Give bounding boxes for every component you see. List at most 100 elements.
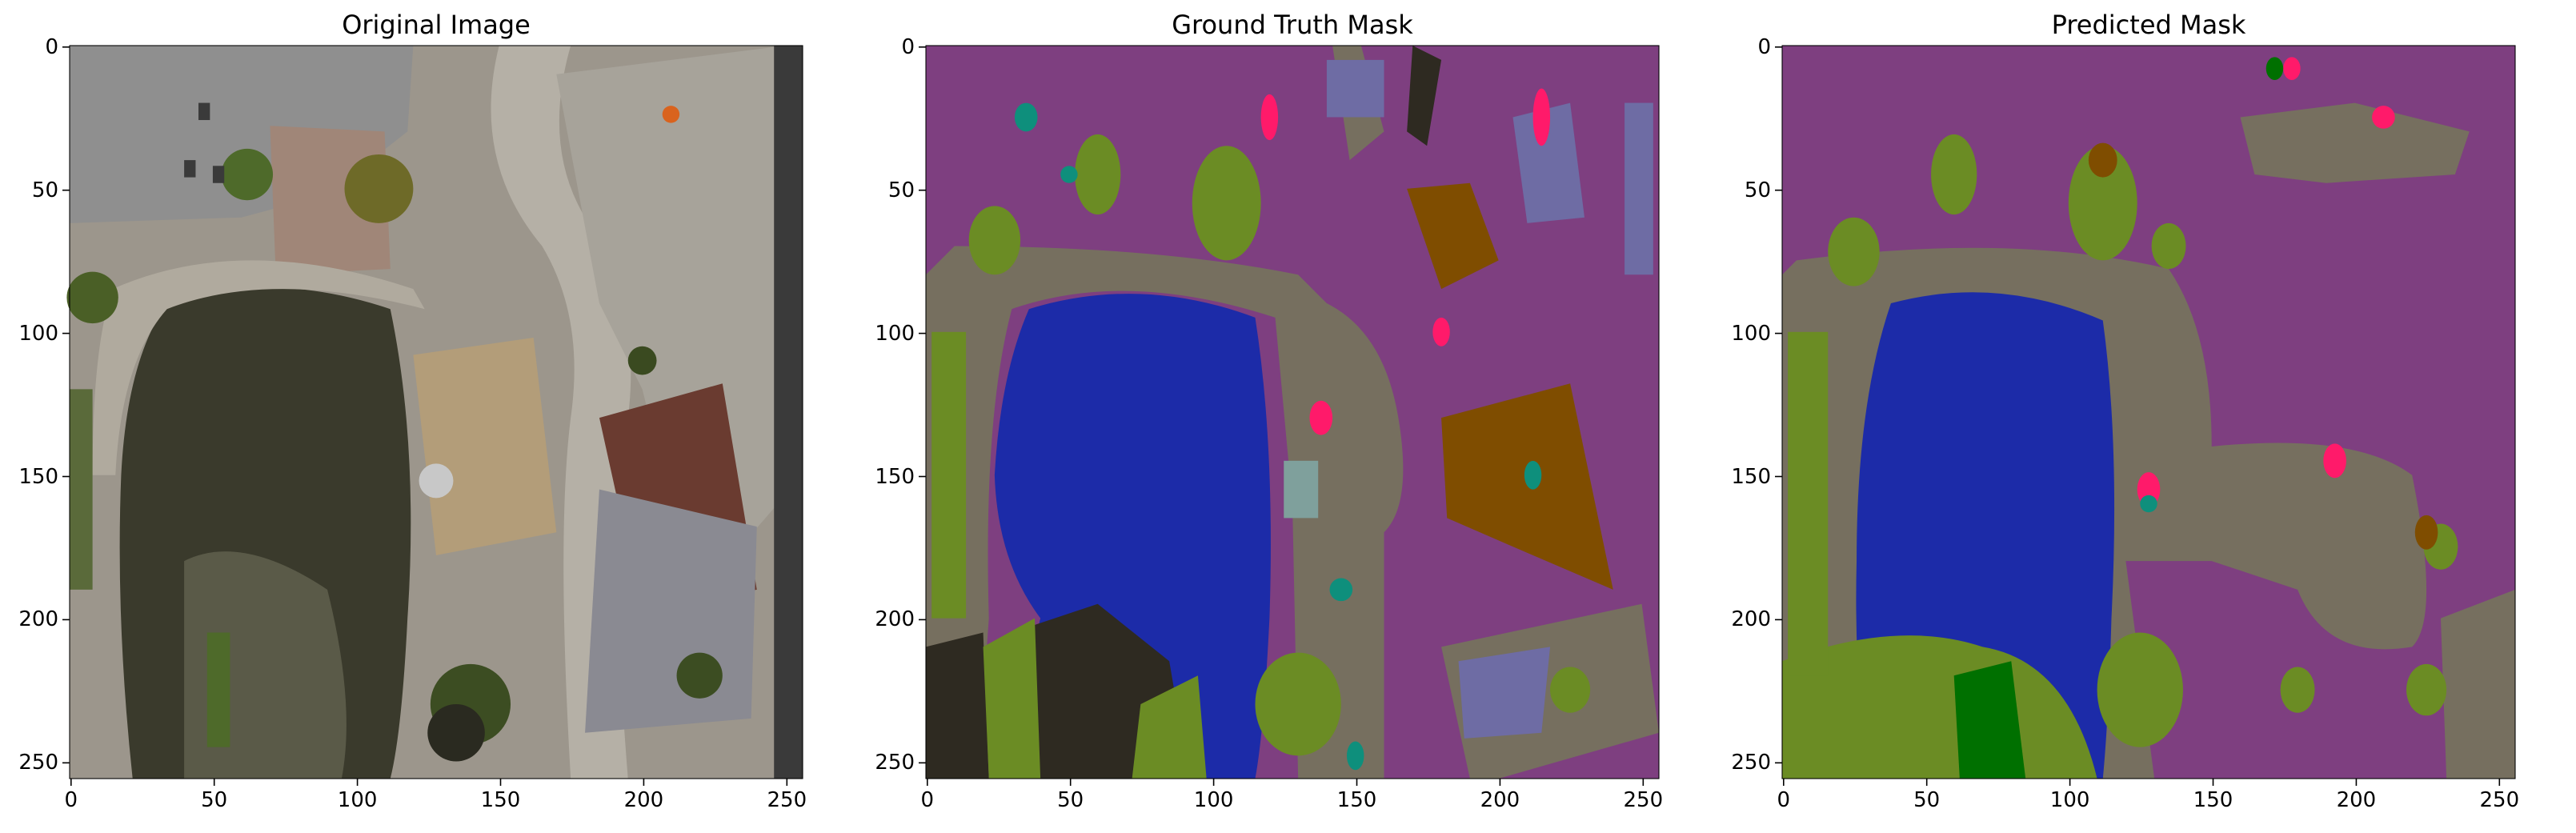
x-tick-label: 100	[2049, 788, 2090, 812]
panel-title-original: Original Image	[342, 10, 531, 40]
pred-veg-7	[2280, 667, 2315, 713]
photo-shrub-7	[206, 632, 230, 747]
y-tick-label: 100	[875, 321, 915, 346]
x-tick-label: 0	[920, 788, 935, 812]
gt-person-2	[1432, 317, 1450, 346]
y-tick-label: 100	[18, 321, 58, 346]
y-tick-label: 100	[1731, 321, 1771, 346]
photo-shrub-5	[676, 652, 723, 699]
x-tick-label: 250	[767, 788, 807, 812]
gt-veg-4	[1075, 134, 1121, 215]
panel-title-predicted: Predicted Mask	[2051, 10, 2246, 40]
pred-veg-left-hedge	[1788, 331, 1829, 676]
axes-frame-ground-truth	[925, 45, 1660, 779]
y-tick-label: 150	[18, 464, 58, 489]
pred-tree	[1953, 661, 2026, 779]
pred-person-4	[2283, 57, 2301, 80]
photo-square-2	[212, 166, 225, 183]
pred-veg-1	[1931, 134, 1977, 215]
panel-title-ground-truth: Ground Truth Mask	[1172, 10, 1413, 40]
pred-tree-small	[2266, 57, 2284, 80]
y-tick-label: 200	[18, 607, 58, 632]
photo-square-1	[184, 160, 196, 178]
photo-square-3	[198, 102, 210, 121]
pred-veg-6	[2406, 663, 2447, 716]
gt-pole-block	[1284, 460, 1319, 519]
gt-veg-1	[983, 618, 1041, 779]
x-tick-label: 200	[1480, 788, 1520, 812]
pred-person-2	[2323, 443, 2346, 479]
axes-frame-original	[69, 45, 803, 779]
gt-roof-small	[1326, 59, 1384, 118]
x-tick-label: 250	[1623, 788, 1664, 812]
gt-dirt-bed	[1441, 383, 1613, 590]
y-tick-label: 50	[887, 178, 915, 202]
gt-dark-left	[926, 632, 989, 779]
axes-predicted	[1781, 45, 2516, 779]
axes-frame-predicted	[1781, 45, 2516, 779]
pred-veg-2	[2068, 146, 2137, 261]
x-tick-label: 0	[64, 788, 78, 812]
y-tick-label: 50	[1744, 178, 1771, 202]
gt-obstacle-2	[1060, 166, 1078, 183]
gt-roof-bottom	[1458, 647, 1551, 739]
y-tick-label: 150	[875, 464, 915, 489]
photo-round-feature	[419, 463, 454, 499]
predicted-mask	[1782, 46, 2515, 779]
gt-roof-right	[1625, 102, 1653, 275]
gt-dirt-top	[1407, 182, 1499, 290]
y-tick-label: 250	[1731, 751, 1771, 775]
photo-shrub-1	[344, 154, 414, 223]
gt-veg-3	[1255, 652, 1341, 756]
gt-roof-top	[1512, 102, 1584, 223]
photo-orange-object	[662, 106, 680, 123]
y-tick-label: 250	[875, 751, 915, 775]
x-tick-label: 100	[337, 788, 378, 812]
gt-veg-6	[968, 206, 1021, 275]
photo-shrub-3	[66, 271, 118, 324]
photo-hedge-left	[70, 389, 93, 590]
gt-ground-around-pond	[926, 246, 1404, 779]
y-tick-label: 0	[901, 34, 915, 59]
pred-dirt-1	[2088, 142, 2117, 178]
x-tick-label: 150	[2193, 788, 2233, 812]
photo-shrub-2	[221, 148, 274, 201]
y-tick-label: 50	[31, 178, 58, 202]
aerial-photo	[66, 46, 803, 779]
y-tick-label: 150	[1731, 464, 1771, 489]
x-tick-label: 50	[1057, 788, 1084, 812]
axes-ground-truth	[925, 45, 1660, 779]
y-tick-label: 0	[45, 34, 58, 59]
pred-obstacle-1	[2140, 495, 2157, 513]
x-tick-label: 100	[1193, 788, 1234, 812]
x-tick-label: 200	[623, 788, 664, 812]
photo-deck	[413, 337, 557, 555]
x-tick-label: 0	[1777, 788, 1791, 812]
pred-veg-8	[2151, 222, 2186, 270]
photo-shrub-6	[627, 346, 657, 375]
y-tick-label: 250	[18, 751, 58, 775]
gt-person-3	[1532, 88, 1551, 146]
gt-person-4	[1260, 94, 1279, 141]
photo-edge-right	[774, 46, 803, 779]
x-tick-label: 50	[1913, 788, 1941, 812]
gt-veg-8	[1550, 667, 1591, 713]
pred-veg-3	[1828, 217, 1880, 286]
axes-original	[66, 45, 803, 779]
x-tick-label: 50	[201, 788, 228, 812]
y-tick-label: 200	[1731, 607, 1771, 632]
y-tick-label: 0	[1757, 34, 1771, 59]
x-tick-label: 150	[480, 788, 521, 812]
photo-dark-tree	[427, 703, 485, 762]
gt-obstacle-4	[1524, 460, 1542, 490]
gt-obstacle-3	[1329, 578, 1353, 602]
ground-truth-mask	[926, 46, 1659, 779]
pred-dirt-2	[2414, 515, 2438, 550]
gt-tree-trunk	[1407, 46, 1442, 146]
gt-obstacle-5	[1346, 741, 1364, 771]
gt-veg-2	[1132, 675, 1207, 779]
pred-ground-top	[2240, 102, 2470, 183]
y-tick-label: 200	[875, 607, 915, 632]
x-tick-label: 150	[1336, 788, 1377, 812]
